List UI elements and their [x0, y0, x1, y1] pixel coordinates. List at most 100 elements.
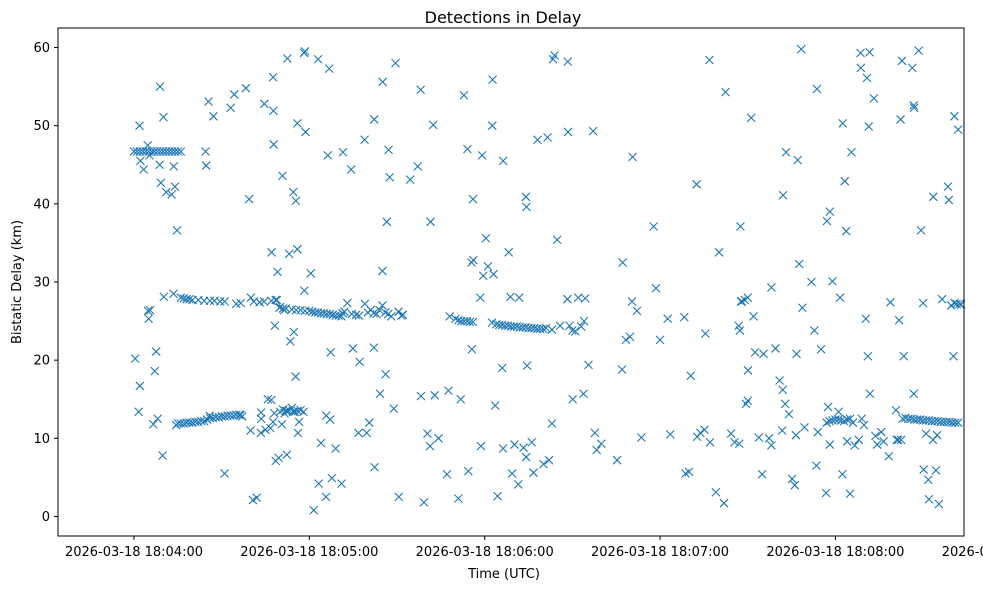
data-point-marker — [316, 438, 326, 448]
data-point-marker — [405, 175, 415, 185]
data-point-marker — [185, 294, 194, 304]
data-point-marker — [215, 297, 225, 306]
data-point-marker — [444, 386, 453, 396]
data-point-marker — [296, 405, 305, 415]
x-axis-title: Time (UTC) — [467, 567, 540, 582]
data-point-marker — [493, 491, 502, 501]
data-point-marker — [385, 172, 395, 182]
data-point-marker — [823, 402, 833, 412]
data-point-marker — [932, 430, 942, 440]
data-point-marker — [568, 394, 578, 404]
data-point-marker — [338, 308, 348, 318]
data-point-marker — [375, 305, 384, 315]
data-point-marker — [700, 425, 709, 435]
data-point-marker — [288, 187, 298, 197]
data-point-marker — [514, 293, 524, 303]
data-point-marker — [592, 445, 602, 455]
data-point-marker — [711, 487, 721, 497]
data-point-marker — [454, 494, 463, 503]
data-point-marker — [231, 410, 241, 420]
data-point-marker — [825, 416, 834, 426]
data-point-marker — [467, 258, 476, 267]
data-point-marker — [796, 44, 806, 54]
data-point-marker — [567, 326, 577, 335]
data-point-marker — [584, 360, 593, 370]
data-point-marker — [236, 298, 246, 308]
x-axis: 2026-03-18 18:04:00 2026-03-18 18:05:00 20… — [65, 536, 983, 560]
data-point-marker — [346, 165, 356, 174]
data-point-marker — [270, 321, 280, 331]
data-point-marker — [139, 165, 149, 174]
data-point-marker — [841, 226, 851, 236]
data-point-marker — [746, 113, 756, 123]
data-point-marker — [498, 156, 508, 166]
data-point-marker — [274, 453, 284, 463]
data-point-marker — [563, 127, 573, 137]
data-point-marker — [269, 408, 279, 418]
data-point-marker — [869, 93, 879, 103]
data-point-marker — [348, 344, 358, 353]
data-point-marker — [563, 294, 572, 304]
data-point-marker — [649, 222, 659, 231]
y-tick-label: 50 — [33, 119, 50, 134]
data-point-marker — [313, 54, 323, 64]
data-point-marker — [750, 347, 760, 357]
data-point-marker — [828, 276, 837, 286]
data-point-marker — [299, 286, 309, 295]
data-point-marker — [719, 498, 729, 508]
data-point-marker — [794, 259, 804, 269]
data-point-marker — [897, 56, 907, 66]
data-point-marker — [859, 420, 869, 430]
data-point-marker — [279, 305, 289, 315]
data-point-marker — [475, 293, 485, 303]
data-point-marker — [928, 192, 938, 202]
data-point-marker — [570, 326, 580, 336]
data-point-marker — [864, 122, 874, 131]
data-point-marker — [692, 179, 701, 189]
data-point-marker — [151, 347, 161, 356]
data-point-marker — [521, 192, 531, 202]
data-point-marker — [764, 433, 774, 443]
data-point-marker — [489, 269, 498, 279]
data-point-marker — [291, 196, 301, 206]
data-point-marker — [134, 407, 144, 417]
data-point-marker — [201, 147, 210, 156]
data-point-marker — [884, 451, 894, 461]
data-point-marker — [771, 344, 780, 353]
data-point-marker — [283, 54, 292, 63]
data-point-marker — [135, 121, 144, 131]
data-point-marker — [800, 422, 809, 432]
data-point-marker — [150, 366, 160, 376]
data-point-marker — [398, 310, 408, 320]
data-point-marker — [892, 435, 902, 445]
y-axis: 0 10 20 30 40 50 60 — [33, 41, 58, 525]
plot-area-frame — [57, 27, 965, 537]
data-point-marker — [541, 323, 551, 333]
data-point-marker — [269, 140, 279, 149]
data-point-marker — [234, 410, 244, 420]
data-point-marker — [812, 461, 821, 471]
data-point-marker — [389, 404, 399, 413]
data-point-marker — [324, 64, 334, 74]
y-tick-label: 60 — [33, 41, 50, 56]
data-point-marker — [909, 103, 919, 113]
data-point-marker — [370, 462, 379, 472]
data-point-marker — [663, 314, 673, 324]
data-point-marker — [173, 147, 183, 156]
data-point-marker — [355, 357, 364, 367]
data-point-marker — [176, 147, 186, 156]
x-tick-label: 2026-03-18 18:04:00 — [65, 545, 203, 560]
data-point-marker — [226, 103, 236, 113]
data-point-marker — [950, 418, 960, 428]
data-point-marker — [937, 294, 947, 304]
data-point-marker — [145, 305, 155, 315]
data-point-marker — [588, 126, 598, 136]
data-point-marker — [334, 311, 343, 320]
data-point-marker — [907, 63, 917, 73]
data-point-marker — [467, 344, 477, 354]
data-point-marker — [384, 145, 393, 155]
chart-title: Detections in Delay — [425, 8, 582, 27]
data-point-marker — [555, 321, 565, 331]
data-point-marker — [522, 361, 532, 371]
